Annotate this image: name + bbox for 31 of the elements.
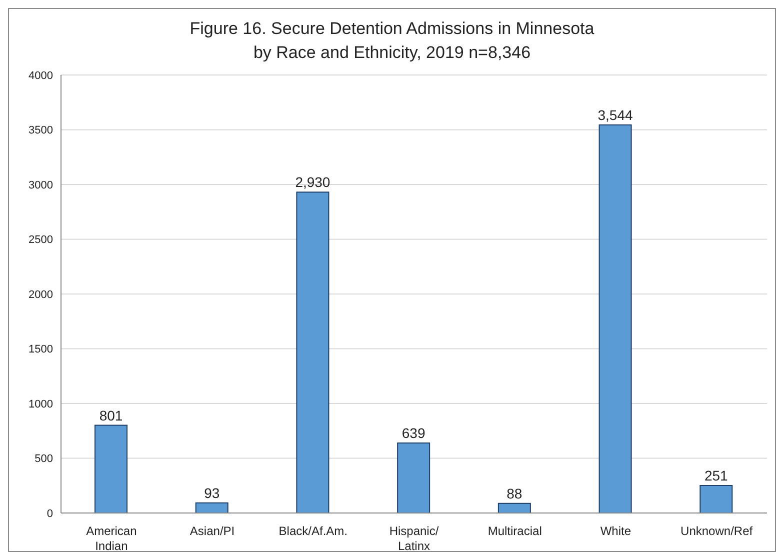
- bar: [94, 424, 128, 513]
- data-label: 639: [402, 425, 426, 442]
- data-label: 3,544: [598, 106, 634, 123]
- y-tick-label: 1000: [28, 398, 53, 410]
- data-label: 93: [204, 484, 220, 501]
- data-label: 88: [506, 485, 522, 502]
- x-tick-label: White: [600, 524, 632, 538]
- x-tick-label: Hispanic/Latinx: [389, 524, 440, 553]
- y-tick-label: 500: [34, 453, 53, 466]
- data-label: 251: [704, 468, 728, 484]
- bar: [598, 124, 632, 513]
- y-tick-label: 4000: [28, 70, 53, 82]
- data-label: 801: [99, 407, 123, 424]
- y-tick-label: 0: [46, 508, 53, 520]
- y-tick-label: 3000: [28, 179, 53, 192]
- bar: [296, 192, 330, 513]
- bar: [195, 502, 228, 513]
- x-tick-label: Unknown/Ref: [680, 524, 754, 538]
- data-label: 2,930: [295, 174, 330, 190]
- y-tick-label: 2000: [28, 288, 53, 301]
- x-tick-label: American Indian: [86, 524, 137, 553]
- bar: [700, 485, 733, 513]
- x-tick-label: Asian/PI: [190, 524, 235, 538]
- bar: [498, 502, 531, 513]
- chart-title: Figure 16. Secure Detention Admissions in Minnesota by Race and Ethnicity, 2019 n=8,346: [188, 18, 596, 64]
- y-tick-label: 2500: [28, 234, 53, 246]
- y-tick-label: 1500: [28, 344, 53, 356]
- x-tick-label: Multiracial: [488, 524, 542, 538]
- x-tick-label: Black/Af.Am.: [278, 524, 348, 538]
- y-tick-label: 3500: [28, 124, 53, 137]
- bar: [397, 442, 430, 513]
